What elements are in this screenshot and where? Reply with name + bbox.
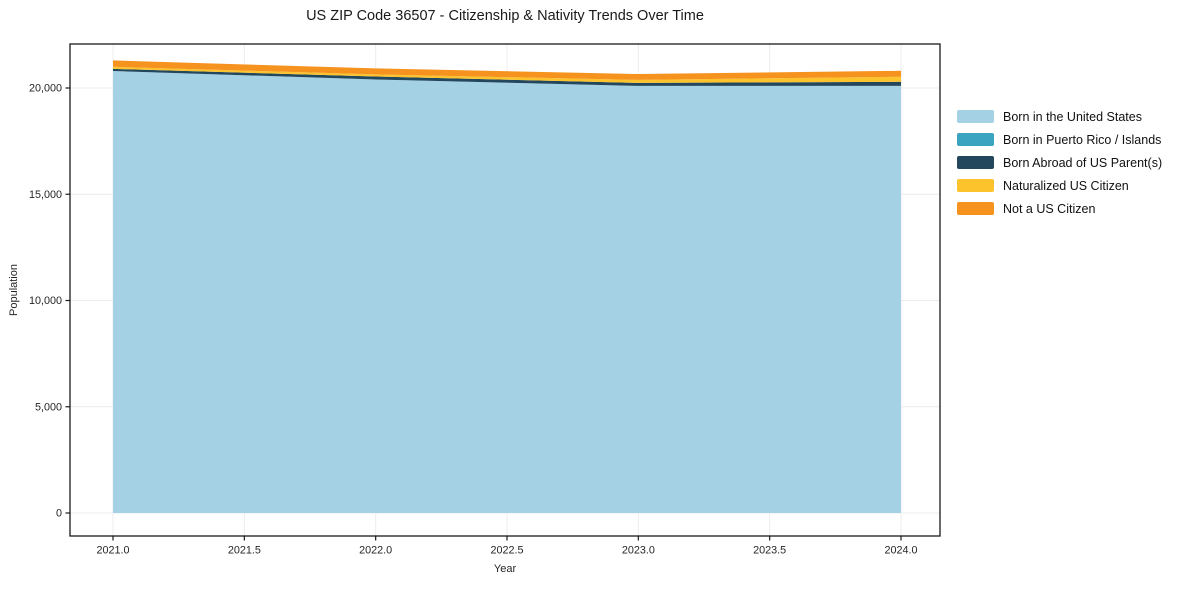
x-tick-label: 2021.5 — [228, 545, 261, 557]
x-tick-label: 2022.0 — [359, 545, 392, 557]
legend-swatch — [957, 133, 994, 146]
area-series-3 — [113, 66, 901, 83]
legend-label: Naturalized US Citizen — [1003, 178, 1129, 193]
x-tick-label: 2023.0 — [622, 545, 655, 557]
legend-item: Born in Puerto Rico / Islands — [957, 128, 1162, 151]
legend-item: Not a US Citizen — [957, 197, 1162, 220]
legend-label: Not a US Citizen — [1003, 201, 1096, 216]
legend-swatch — [957, 202, 994, 215]
chart-title: US ZIP Code 36507 - Citizenship & Nativi… — [306, 8, 704, 24]
legend-swatch — [957, 110, 994, 123]
legend: Born in the United States Born in Puerto … — [957, 105, 1162, 220]
area-series-0 — [113, 71, 901, 513]
x-tick-label: 2022.5 — [490, 545, 523, 557]
legend-label: Born in the United States — [1003, 109, 1142, 124]
y-axis-title: Population — [8, 264, 20, 316]
x-tick-label: 2023.5 — [753, 545, 786, 557]
y-tick-label: 5,000 — [35, 401, 62, 413]
area-series-2 — [113, 68, 901, 86]
area-series-4 — [113, 60, 901, 80]
x-axis-title: Year — [493, 563, 517, 575]
y-tick-label: 15,000 — [29, 189, 62, 201]
y-tick-label: 10,000 — [29, 295, 62, 307]
legend-item: Born Abroad of US Parent(s) — [957, 151, 1162, 174]
legend-item: Born in the United States — [957, 105, 1162, 128]
legend-item: Naturalized US Citizen — [957, 174, 1162, 197]
plot-frame — [69, 43, 941, 537]
x-tick-label: 2021.0 — [96, 545, 129, 557]
y-tick-label: 0 — [56, 508, 62, 520]
legend-swatch — [957, 179, 994, 192]
legend-label: Born Abroad of US Parent(s) — [1003, 155, 1163, 170]
x-tick-label: 2024.0 — [884, 545, 917, 557]
legend-label: Born in Puerto Rico / Islands — [1003, 132, 1162, 147]
legend-swatch — [957, 156, 994, 169]
y-tick-label: 20,000 — [29, 83, 62, 95]
